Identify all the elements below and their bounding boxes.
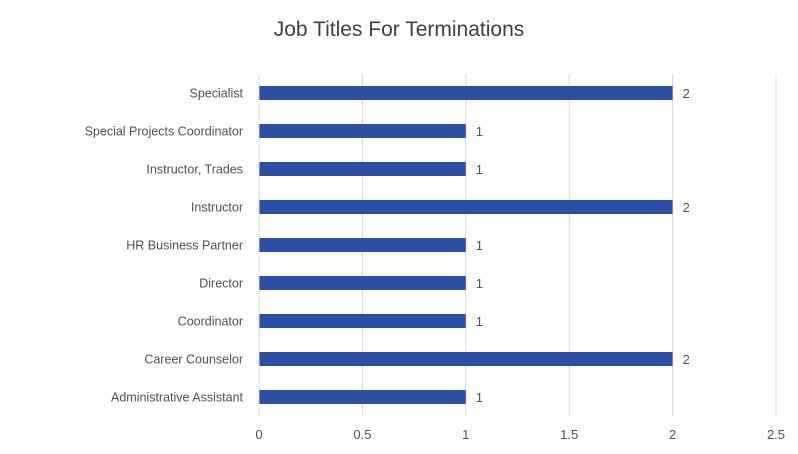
category-label: Coordinator: [178, 315, 243, 329]
data-label: 2: [683, 352, 690, 367]
data-label: 2: [683, 86, 690, 101]
data-label: 2: [683, 200, 690, 215]
category-label: Administrative Assistant: [111, 391, 244, 405]
category-label: Specialist: [190, 87, 244, 101]
data-label: 1: [476, 276, 483, 291]
x-tick-label: 2.5: [767, 427, 785, 442]
x-tick-label: 0: [255, 427, 262, 442]
x-tick-label: 0.5: [353, 427, 371, 442]
x-tick-label: 1: [462, 427, 469, 442]
bar: [259, 276, 466, 290]
chart-title: Job Titles For Terminations: [273, 18, 525, 41]
bar: [259, 390, 466, 404]
x-tick-label: 1.5: [560, 427, 578, 442]
category-label: HR Business Partner: [126, 239, 243, 253]
category-label: Career Counselor: [144, 353, 243, 367]
bar: [259, 162, 466, 176]
category-label: Special Projects Coordinator: [85, 125, 243, 139]
data-label: 1: [476, 238, 483, 253]
bar: [259, 200, 673, 214]
category-label: Director: [199, 277, 243, 291]
data-label: 1: [476, 314, 483, 329]
x-tick-label: 2: [669, 427, 676, 442]
data-label: 1: [476, 162, 483, 177]
bar: [259, 238, 466, 252]
bar: [259, 314, 466, 328]
data-label: 1: [476, 124, 483, 139]
bar: [259, 124, 466, 138]
data-label: 1: [476, 390, 483, 405]
bar: [259, 352, 673, 366]
bar: [259, 86, 673, 100]
category-label: Instructor: [191, 201, 243, 215]
category-label: Instructor, Trades: [146, 163, 243, 177]
